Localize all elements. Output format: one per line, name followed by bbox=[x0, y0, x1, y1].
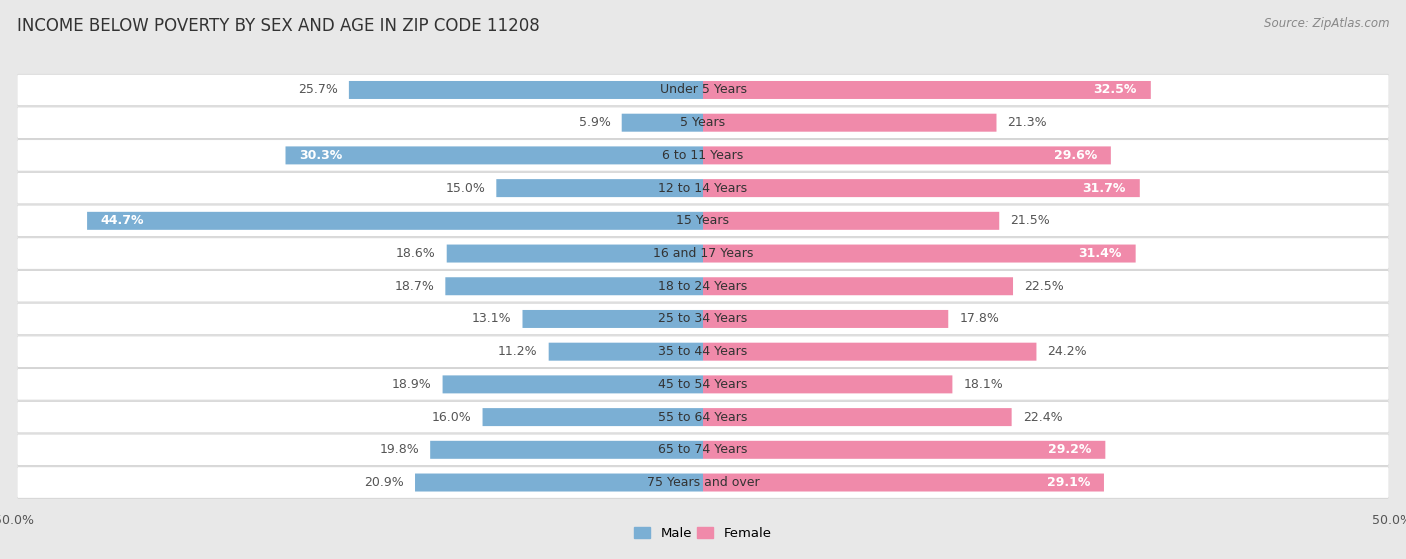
FancyBboxPatch shape bbox=[17, 368, 1389, 400]
Text: 12 to 14 Years: 12 to 14 Years bbox=[658, 182, 748, 195]
Text: 22.5%: 22.5% bbox=[1024, 280, 1064, 293]
FancyBboxPatch shape bbox=[523, 310, 703, 328]
FancyBboxPatch shape bbox=[17, 434, 1389, 465]
FancyBboxPatch shape bbox=[17, 172, 1389, 204]
FancyBboxPatch shape bbox=[87, 212, 703, 230]
FancyBboxPatch shape bbox=[17, 467, 1389, 499]
Text: 25 to 34 Years: 25 to 34 Years bbox=[658, 312, 748, 325]
FancyBboxPatch shape bbox=[415, 473, 703, 491]
Text: 19.8%: 19.8% bbox=[380, 443, 419, 456]
Text: 22.4%: 22.4% bbox=[1022, 411, 1063, 424]
Text: 18.1%: 18.1% bbox=[963, 378, 1002, 391]
FancyBboxPatch shape bbox=[17, 304, 1389, 334]
Text: 16.0%: 16.0% bbox=[432, 411, 471, 424]
FancyBboxPatch shape bbox=[17, 74, 1389, 106]
Text: 20.9%: 20.9% bbox=[364, 476, 404, 489]
Text: 16 and 17 Years: 16 and 17 Years bbox=[652, 247, 754, 260]
Text: 65 to 74 Years: 65 to 74 Years bbox=[658, 443, 748, 456]
Text: 17.8%: 17.8% bbox=[959, 312, 1000, 325]
FancyBboxPatch shape bbox=[703, 212, 1000, 230]
Text: 24.2%: 24.2% bbox=[1047, 345, 1087, 358]
FancyBboxPatch shape bbox=[349, 81, 703, 99]
FancyBboxPatch shape bbox=[703, 146, 1111, 164]
FancyBboxPatch shape bbox=[621, 113, 703, 132]
Text: 18 to 24 Years: 18 to 24 Years bbox=[658, 280, 748, 293]
FancyBboxPatch shape bbox=[430, 441, 703, 459]
Text: 5.9%: 5.9% bbox=[579, 116, 610, 129]
Text: 31.4%: 31.4% bbox=[1078, 247, 1122, 260]
FancyBboxPatch shape bbox=[548, 343, 703, 361]
Text: 55 to 64 Years: 55 to 64 Years bbox=[658, 411, 748, 424]
Text: 31.7%: 31.7% bbox=[1083, 182, 1126, 195]
FancyBboxPatch shape bbox=[703, 376, 952, 394]
Text: 5 Years: 5 Years bbox=[681, 116, 725, 129]
Text: 18.6%: 18.6% bbox=[396, 247, 436, 260]
Text: 15 Years: 15 Years bbox=[676, 214, 730, 228]
Text: 6 to 11 Years: 6 to 11 Years bbox=[662, 149, 744, 162]
FancyBboxPatch shape bbox=[17, 270, 1389, 302]
FancyBboxPatch shape bbox=[17, 139, 1389, 172]
FancyBboxPatch shape bbox=[285, 146, 703, 164]
FancyBboxPatch shape bbox=[447, 244, 703, 263]
Text: 29.2%: 29.2% bbox=[1049, 443, 1091, 456]
Text: 25.7%: 25.7% bbox=[298, 83, 337, 97]
FancyBboxPatch shape bbox=[17, 206, 1389, 236]
Text: Under 5 Years: Under 5 Years bbox=[659, 83, 747, 97]
Text: 30.3%: 30.3% bbox=[299, 149, 343, 162]
Text: 15.0%: 15.0% bbox=[446, 182, 485, 195]
FancyBboxPatch shape bbox=[17, 173, 1389, 203]
FancyBboxPatch shape bbox=[17, 402, 1389, 433]
FancyBboxPatch shape bbox=[17, 205, 1389, 237]
Text: 18.7%: 18.7% bbox=[395, 280, 434, 293]
FancyBboxPatch shape bbox=[703, 441, 1105, 459]
Text: 75 Years and over: 75 Years and over bbox=[647, 476, 759, 489]
FancyBboxPatch shape bbox=[703, 244, 1136, 263]
FancyBboxPatch shape bbox=[17, 335, 1389, 368]
Text: 35 to 44 Years: 35 to 44 Years bbox=[658, 345, 748, 358]
FancyBboxPatch shape bbox=[703, 343, 1036, 361]
FancyBboxPatch shape bbox=[703, 310, 948, 328]
FancyBboxPatch shape bbox=[17, 107, 1389, 139]
FancyBboxPatch shape bbox=[17, 238, 1389, 269]
Text: 29.1%: 29.1% bbox=[1047, 476, 1090, 489]
Text: 29.6%: 29.6% bbox=[1054, 149, 1097, 162]
Text: 45 to 54 Years: 45 to 54 Years bbox=[658, 378, 748, 391]
FancyBboxPatch shape bbox=[17, 467, 1389, 498]
FancyBboxPatch shape bbox=[703, 81, 1152, 99]
FancyBboxPatch shape bbox=[443, 376, 703, 394]
FancyBboxPatch shape bbox=[17, 107, 1389, 138]
Text: 21.3%: 21.3% bbox=[1008, 116, 1047, 129]
FancyBboxPatch shape bbox=[17, 337, 1389, 367]
Text: 44.7%: 44.7% bbox=[101, 214, 145, 228]
Text: 11.2%: 11.2% bbox=[498, 345, 537, 358]
Text: INCOME BELOW POVERTY BY SEX AND AGE IN ZIP CODE 11208: INCOME BELOW POVERTY BY SEX AND AGE IN Z… bbox=[17, 17, 540, 35]
Legend: Male, Female: Male, Female bbox=[634, 527, 772, 539]
FancyBboxPatch shape bbox=[17, 401, 1389, 433]
FancyBboxPatch shape bbox=[17, 238, 1389, 269]
FancyBboxPatch shape bbox=[482, 408, 703, 426]
FancyBboxPatch shape bbox=[496, 179, 703, 197]
FancyBboxPatch shape bbox=[703, 113, 997, 132]
Text: Source: ZipAtlas.com: Source: ZipAtlas.com bbox=[1264, 17, 1389, 30]
FancyBboxPatch shape bbox=[703, 408, 1012, 426]
Text: 18.9%: 18.9% bbox=[392, 378, 432, 391]
FancyBboxPatch shape bbox=[17, 434, 1389, 466]
FancyBboxPatch shape bbox=[17, 74, 1389, 105]
FancyBboxPatch shape bbox=[17, 271, 1389, 302]
FancyBboxPatch shape bbox=[17, 303, 1389, 335]
FancyBboxPatch shape bbox=[17, 140, 1389, 171]
FancyBboxPatch shape bbox=[703, 277, 1012, 295]
FancyBboxPatch shape bbox=[703, 473, 1104, 491]
Text: 21.5%: 21.5% bbox=[1011, 214, 1050, 228]
Text: 13.1%: 13.1% bbox=[472, 312, 512, 325]
Text: 32.5%: 32.5% bbox=[1094, 83, 1137, 97]
FancyBboxPatch shape bbox=[703, 179, 1140, 197]
FancyBboxPatch shape bbox=[17, 369, 1389, 400]
FancyBboxPatch shape bbox=[446, 277, 703, 295]
